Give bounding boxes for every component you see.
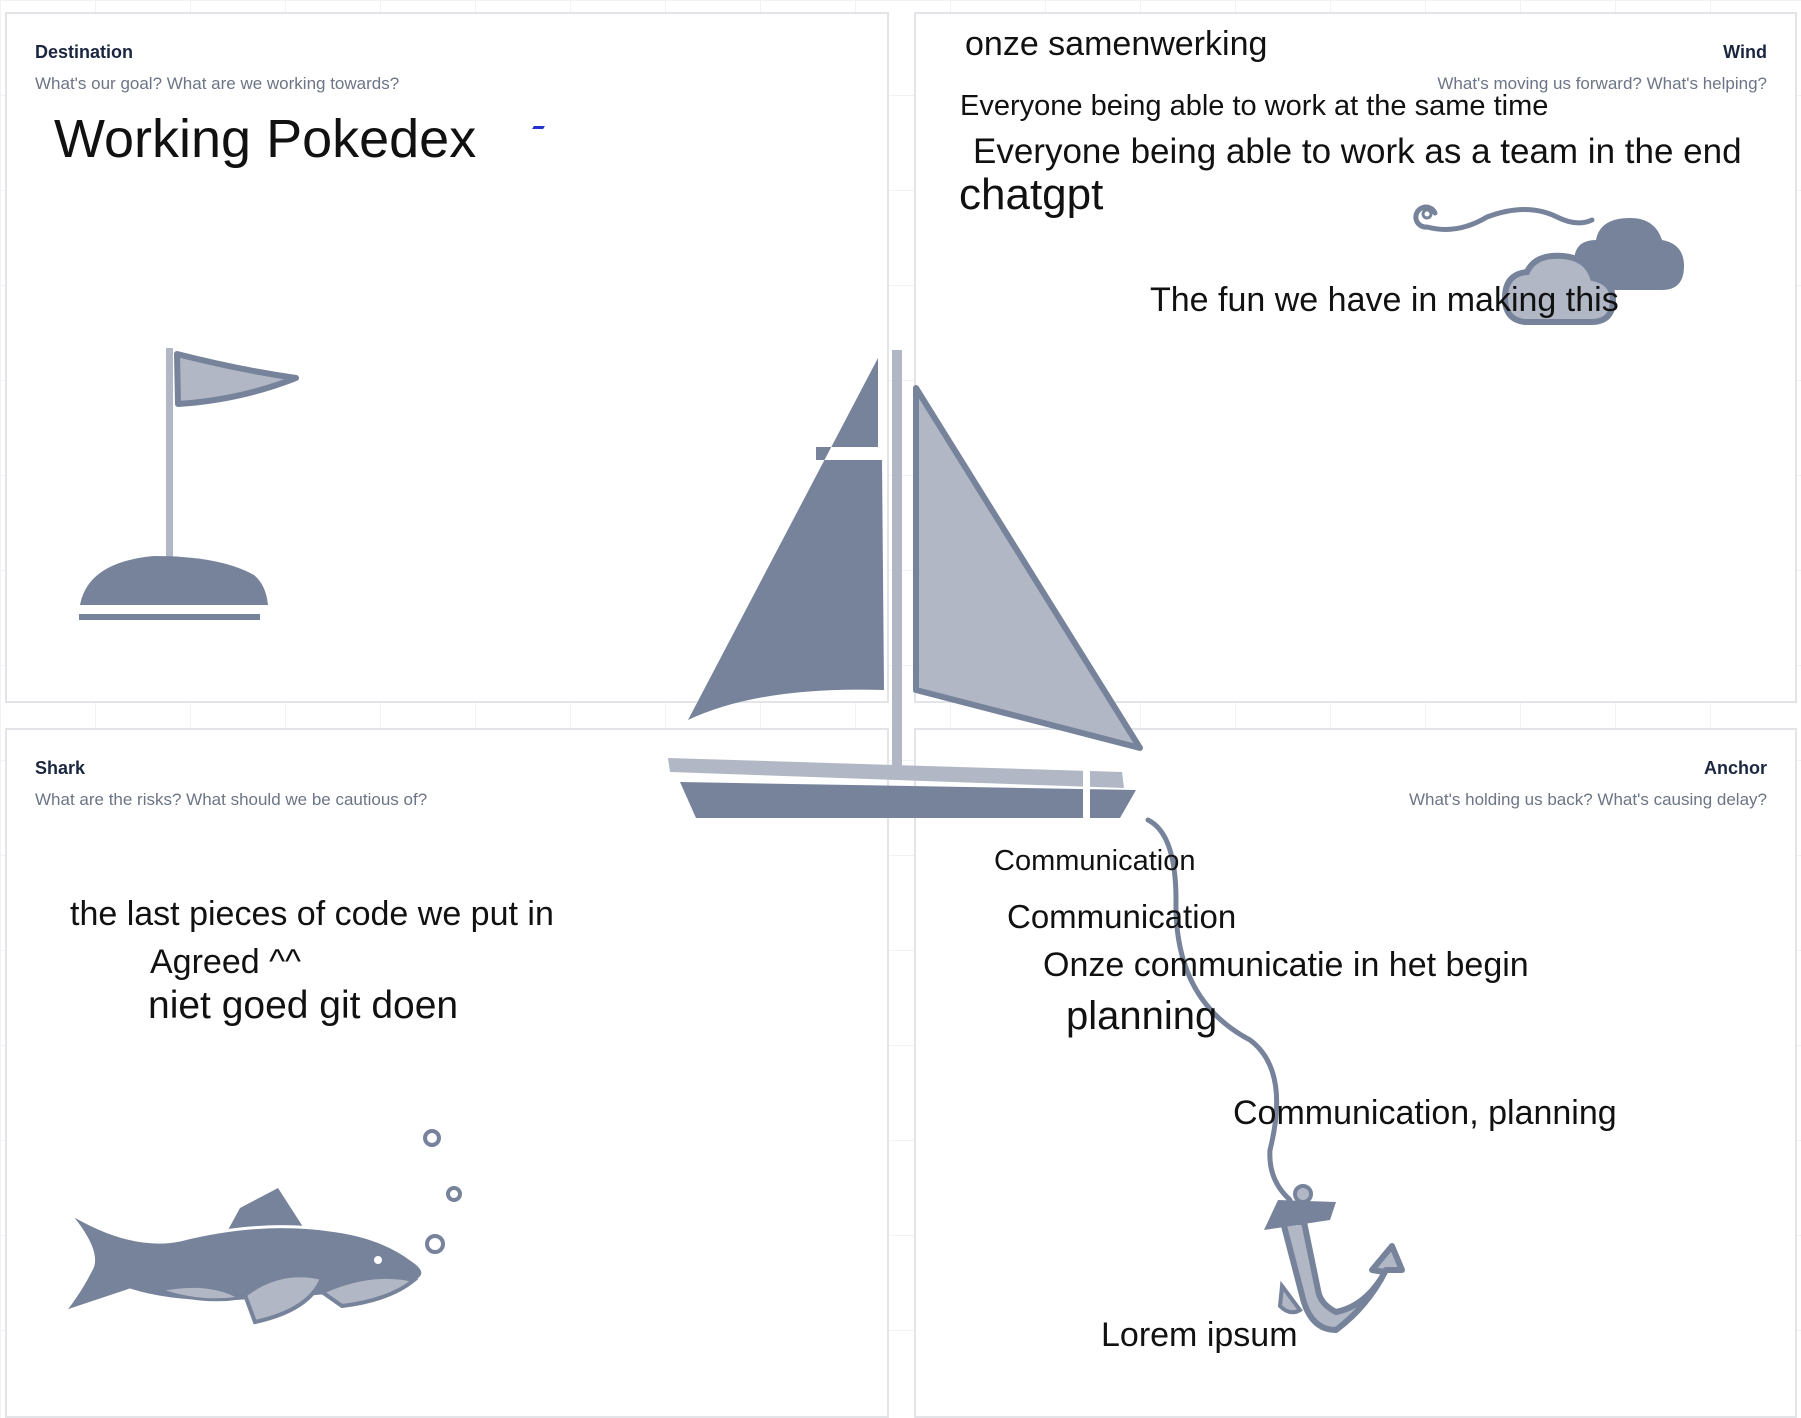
sticky-note[interactable]: Onze communicatie in het begin [1043, 946, 1529, 984]
sticky-note[interactable]: Communication [1007, 898, 1237, 935]
cloud-wind-icon [1413, 204, 1684, 325]
sticky-note[interactable]: niet goed git doen [148, 984, 459, 1027]
shark-panel: Shark What are the risks? What should we… [5, 728, 889, 1418]
sticky-note[interactable]: Communication [994, 845, 1196, 877]
shark-title: Shark [35, 758, 86, 778]
wind-title: Wind [1723, 42, 1767, 62]
sticky-note[interactable]: Everyone being able to work at the same … [960, 90, 1549, 122]
sticky-note[interactable]: chatgpt [959, 170, 1104, 219]
sticky-note[interactable]: the last pieces of code we put in [70, 895, 554, 933]
cursor-mark [532, 126, 545, 129]
sticky-note[interactable]: Lorem ipsum [1101, 1316, 1298, 1354]
sticky-note[interactable]: The fun we have in making this [1150, 281, 1619, 319]
wind-subtitle: What's moving us forward? What's helping… [1437, 74, 1767, 93]
shark-icon [60, 1129, 462, 1325]
sticky-note[interactable]: Working Pokedex [54, 109, 477, 169]
destination-title: Destination [35, 42, 134, 62]
sailboat-icon [668, 350, 1143, 822]
anchor-subtitle: What's holding us back? What's causing d… [1408, 790, 1767, 809]
shark-subtitle: What are the risks? What should we be ca… [35, 790, 428, 809]
sticky-note[interactable]: planning [1066, 994, 1218, 1038]
sticky-note[interactable]: Everyone being able to work as a team in… [973, 132, 1742, 171]
wind-panel: Wind What's moving us forward? What's he… [914, 12, 1797, 703]
destination-subtitle: What's our goal? What are we working tow… [35, 74, 400, 93]
anchor-icon [1145, 817, 1405, 1333]
flag-icon [79, 348, 299, 620]
sticky-note[interactable]: onze samenwerking [965, 25, 1268, 63]
sticky-note[interactable]: Communication, planning [1233, 1094, 1617, 1132]
sticky-note[interactable]: Agreed ^^ [150, 943, 301, 981]
anchor-title: Anchor [1704, 758, 1767, 778]
